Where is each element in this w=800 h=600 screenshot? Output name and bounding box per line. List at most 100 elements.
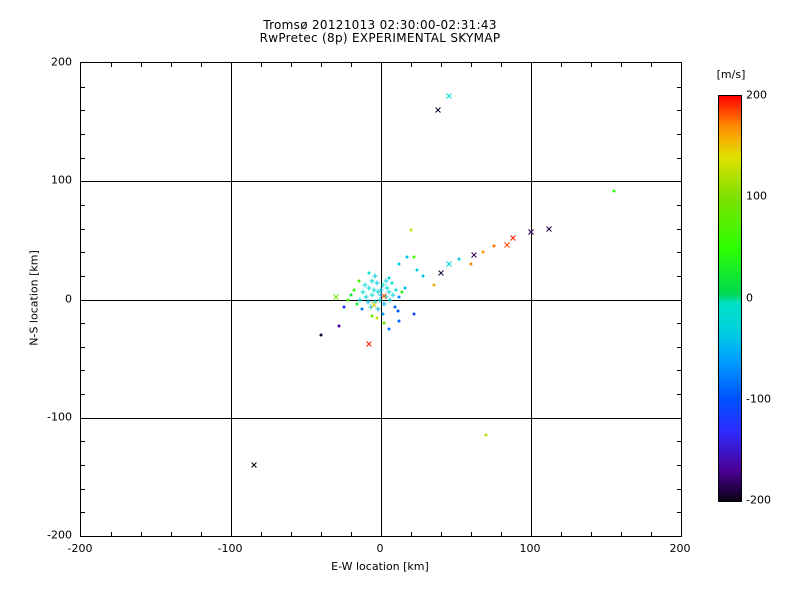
data-point	[415, 268, 419, 272]
data-point	[409, 228, 413, 232]
x-axis-tick	[381, 63, 382, 71]
data-point	[362, 282, 367, 288]
data-point	[421, 274, 425, 278]
y-axis-tick	[81, 157, 85, 159]
data-point	[445, 93, 452, 100]
x-axis-tick	[411, 532, 412, 536]
x-axis-tick	[321, 63, 322, 67]
x-axis-tick	[531, 528, 532, 536]
data-point	[397, 262, 401, 266]
data-point	[375, 316, 378, 320]
y-axis-tick	[81, 441, 85, 443]
data-point	[412, 255, 416, 259]
y-tick-label: 0	[65, 292, 72, 305]
data-point	[250, 462, 257, 469]
y-axis-tick	[81, 86, 85, 88]
data-point	[504, 242, 511, 249]
y-axis-tick	[81, 346, 85, 348]
data-point	[528, 229, 535, 236]
data-point	[377, 297, 382, 302]
x-axis-tick	[291, 63, 292, 67]
y-axis-tick	[81, 228, 85, 230]
chart-title: Tromsø 20121013 02:30:00-02:31:43	[263, 18, 497, 32]
y-axis-tick	[677, 370, 681, 372]
data-point	[342, 305, 345, 309]
colorbar-label: [m/s]	[716, 68, 746, 81]
y-axis-tick	[81, 275, 85, 277]
x-axis-tick	[441, 63, 442, 67]
data-point	[357, 279, 360, 283]
data-point	[375, 289, 381, 295]
data-point	[333, 294, 340, 301]
data-point	[397, 295, 401, 299]
y-axis-tick	[81, 299, 89, 301]
x-axis-tick	[531, 63, 532, 71]
data-point	[378, 287, 384, 293]
y-tick-label: 200	[51, 55, 72, 69]
y-axis-tick	[81, 370, 85, 372]
data-point	[346, 298, 350, 301]
data-point	[367, 271, 371, 275]
data-point	[369, 278, 375, 284]
colorbar-tick-label: -100	[746, 392, 771, 406]
x-axis-tick	[111, 63, 112, 67]
y-axis-tick	[81, 488, 85, 490]
data-point	[393, 305, 396, 309]
data-point	[383, 278, 388, 284]
y-axis-tick	[677, 275, 681, 277]
x-axis-tick	[621, 63, 622, 67]
data-point	[412, 312, 416, 316]
data-point	[380, 282, 385, 288]
colorbar-tick-label: 100	[746, 189, 767, 203]
data-point	[384, 285, 390, 291]
x-axis-tick	[471, 63, 472, 67]
y-tick-label: -200	[47, 528, 72, 542]
x-axis-tick	[411, 63, 412, 67]
y-axis-tick	[673, 417, 681, 419]
y-axis-tick	[677, 512, 681, 514]
x-tick-label: -200	[67, 542, 93, 555]
data-point	[394, 288, 398, 292]
y-axis-tick	[677, 488, 681, 490]
x-axis-tick	[441, 532, 442, 536]
x-axis-tick	[501, 532, 502, 536]
data-point	[435, 107, 442, 114]
y-axis-tick	[677, 252, 681, 254]
x-tick-label: 100	[519, 542, 541, 555]
data-point	[360, 307, 363, 311]
x-axis-tick	[111, 532, 112, 536]
data-point	[387, 327, 390, 331]
x-axis-tick	[321, 532, 322, 536]
data-point	[372, 273, 378, 279]
y-axis-tick	[673, 299, 681, 301]
y-axis-tick	[81, 465, 85, 467]
y-axis-tick	[677, 465, 681, 467]
data-point	[390, 292, 396, 298]
x-axis-tick	[141, 532, 142, 536]
x-axis-tick	[171, 63, 172, 67]
data-point	[337, 324, 341, 327]
data-point	[374, 280, 379, 286]
y-tick-label: -100	[47, 410, 72, 424]
plot-area	[80, 62, 682, 537]
data-point	[365, 299, 370, 305]
x-tick-label: 0	[376, 542, 384, 555]
x-axis-tick	[591, 532, 592, 536]
data-point	[400, 290, 404, 294]
y-axis-tick	[81, 252, 85, 254]
data-point	[387, 276, 390, 280]
data-point	[405, 255, 408, 259]
y-axis-tick	[677, 133, 681, 135]
y-axis-tick	[677, 157, 681, 159]
data-point	[366, 341, 373, 348]
x-axis-tick	[651, 63, 652, 67]
y-axis-tick	[677, 110, 681, 112]
data-point	[370, 314, 374, 318]
data-point	[471, 251, 478, 258]
data-point	[546, 225, 553, 232]
y-axis-tick	[677, 228, 681, 230]
x-axis-tick	[351, 63, 352, 67]
data-point	[432, 283, 435, 287]
x-axis-tick	[261, 63, 262, 67]
data-point	[481, 250, 485, 254]
